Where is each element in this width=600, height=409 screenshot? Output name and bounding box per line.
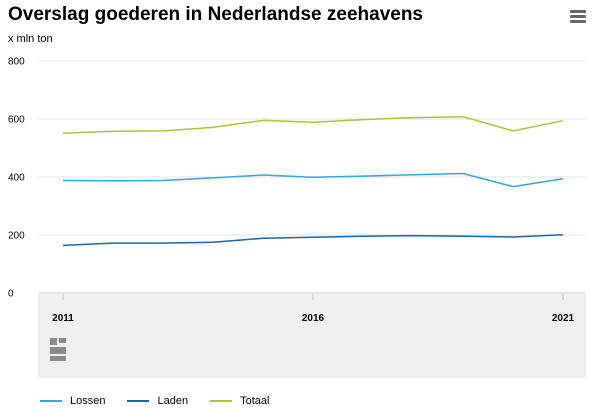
legend-swatch-laden [127,400,150,402]
legend-label-laden: Laden [157,395,189,407]
chart-legend: Lossen Laden Totaal [40,395,291,407]
legend-label-lossen: Lossen [70,395,106,407]
legend-swatch-lossen [40,400,62,402]
series-line-laden [62,233,564,247]
x-axis-band [38,294,586,378]
series-line-totaal [62,115,564,134]
legend-item-laden[interactable]: Laden [127,395,188,407]
y-tick-label: 800 [8,57,25,68]
hamburger-menu-icon[interactable] [570,10,586,24]
menu-bar [570,10,586,13]
logo-block [59,338,66,343]
logo-block [50,356,66,361]
series-line-lossen [62,172,564,188]
y-tick-label: 0 [8,289,14,300]
legend-item-lossen[interactable]: Lossen [40,395,105,407]
x-tick-label: 2021 [552,313,575,324]
x-tick-label: 2016 [302,313,325,324]
chart-title: Overslag goederen in Nederlandse zeehave… [8,4,424,25]
menu-bar [570,15,586,18]
legend-swatch-totaal [210,400,233,402]
legend-label-totaal: Totaal [240,395,270,407]
menu-bar [570,20,586,23]
y-tick-label: 200 [8,231,25,242]
x-tick-label: 2011 [52,313,74,324]
logo-block [50,338,57,345]
logo-block [50,347,66,354]
y-tick-label: 400 [8,173,25,184]
y-tick-label: 600 [8,115,25,126]
legend-item-totaal[interactable]: Totaal [210,395,269,407]
cbs-logo-icon [50,338,66,361]
unit-label: x mln ton [8,33,53,45]
